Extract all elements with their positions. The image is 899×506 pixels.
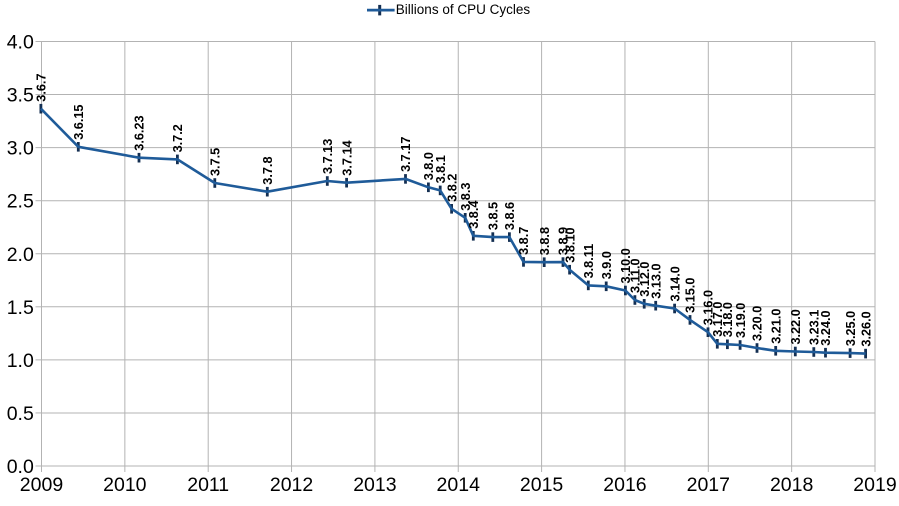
svg-text:3.6.7: 3.6.7 xyxy=(35,73,49,101)
svg-text:2.5: 2.5 xyxy=(7,191,34,213)
svg-text:3.15.0: 3.15.0 xyxy=(684,278,698,313)
svg-text:3.22.0: 3.22.0 xyxy=(789,309,803,344)
svg-text:3.26.0: 3.26.0 xyxy=(859,311,873,346)
svg-text:3.8.0: 3.8.0 xyxy=(422,152,436,180)
svg-text:Billions of CPU Cycles: Billions of CPU Cycles xyxy=(396,2,531,17)
svg-text:3.8.8: 3.8.8 xyxy=(538,227,552,255)
svg-text:3.18.0: 3.18.0 xyxy=(721,302,735,337)
svg-text:2019: 2019 xyxy=(853,474,896,496)
svg-text:3.20.0: 3.20.0 xyxy=(751,306,765,341)
svg-text:3.11.0: 3.11.0 xyxy=(629,258,643,293)
svg-text:3.0: 3.0 xyxy=(7,138,34,160)
svg-text:3.7.13: 3.7.13 xyxy=(321,139,335,174)
svg-text:3.9.0: 3.9.0 xyxy=(600,251,614,279)
svg-text:2.0: 2.0 xyxy=(7,244,34,266)
svg-text:3.7.17: 3.7.17 xyxy=(399,137,413,172)
svg-text:3.8.1: 3.8.1 xyxy=(434,155,448,183)
svg-text:3.8.9: 3.8.9 xyxy=(557,227,571,255)
svg-text:3.7.8: 3.7.8 xyxy=(261,156,275,184)
svg-text:1.5: 1.5 xyxy=(7,297,34,319)
svg-text:3.8.11: 3.8.11 xyxy=(582,244,596,279)
svg-text:2017: 2017 xyxy=(687,474,730,496)
svg-text:3.17.0: 3.17.0 xyxy=(711,302,725,337)
svg-text:1.0: 1.0 xyxy=(7,350,34,372)
svg-text:2010: 2010 xyxy=(103,474,147,496)
svg-text:0.0: 0.0 xyxy=(7,456,34,478)
svg-text:0.5: 0.5 xyxy=(7,403,34,425)
svg-text:3.7.2: 3.7.2 xyxy=(171,124,185,152)
svg-text:3.8.2: 3.8.2 xyxy=(445,174,459,202)
svg-text:3.6.23: 3.6.23 xyxy=(133,115,147,150)
svg-text:2018: 2018 xyxy=(770,474,813,496)
svg-text:3.8.3: 3.8.3 xyxy=(459,183,473,211)
svg-text:3.24.0: 3.24.0 xyxy=(819,310,833,345)
svg-text:3.8.4: 3.8.4 xyxy=(467,201,481,229)
svg-text:3.23.1: 3.23.1 xyxy=(808,310,822,345)
svg-text:3.8.5: 3.8.5 xyxy=(487,202,501,230)
svg-text:3.7.5: 3.7.5 xyxy=(209,148,223,176)
svg-text:2016: 2016 xyxy=(603,474,646,496)
svg-text:3.19.0: 3.19.0 xyxy=(734,303,748,338)
svg-text:3.25.0: 3.25.0 xyxy=(844,311,858,346)
svg-text:3.14.0: 3.14.0 xyxy=(668,266,682,301)
svg-text:3.10.0: 3.10.0 xyxy=(619,248,633,283)
svg-text:2009: 2009 xyxy=(20,474,63,496)
svg-text:3.8.7: 3.8.7 xyxy=(517,227,531,255)
svg-text:3.5: 3.5 xyxy=(7,85,34,107)
svg-text:3.7.14: 3.7.14 xyxy=(340,140,354,175)
svg-text:3.8.6: 3.8.6 xyxy=(503,202,517,230)
svg-text:3.8.10: 3.8.10 xyxy=(563,227,577,262)
svg-text:2014: 2014 xyxy=(437,474,481,496)
svg-text:3.12.0: 3.12.0 xyxy=(638,262,652,297)
svg-text:2011: 2011 xyxy=(187,474,229,496)
svg-text:3.21.0: 3.21.0 xyxy=(769,309,783,344)
svg-text:3.13.0: 3.13.0 xyxy=(649,263,663,298)
svg-text:2012: 2012 xyxy=(270,474,313,496)
svg-text:2015: 2015 xyxy=(520,474,564,496)
svg-text:3.6.15: 3.6.15 xyxy=(72,105,86,140)
svg-text:2013: 2013 xyxy=(353,474,396,496)
svg-text:3.16.0: 3.16.0 xyxy=(702,290,716,325)
svg-text:4.0: 4.0 xyxy=(7,32,34,54)
